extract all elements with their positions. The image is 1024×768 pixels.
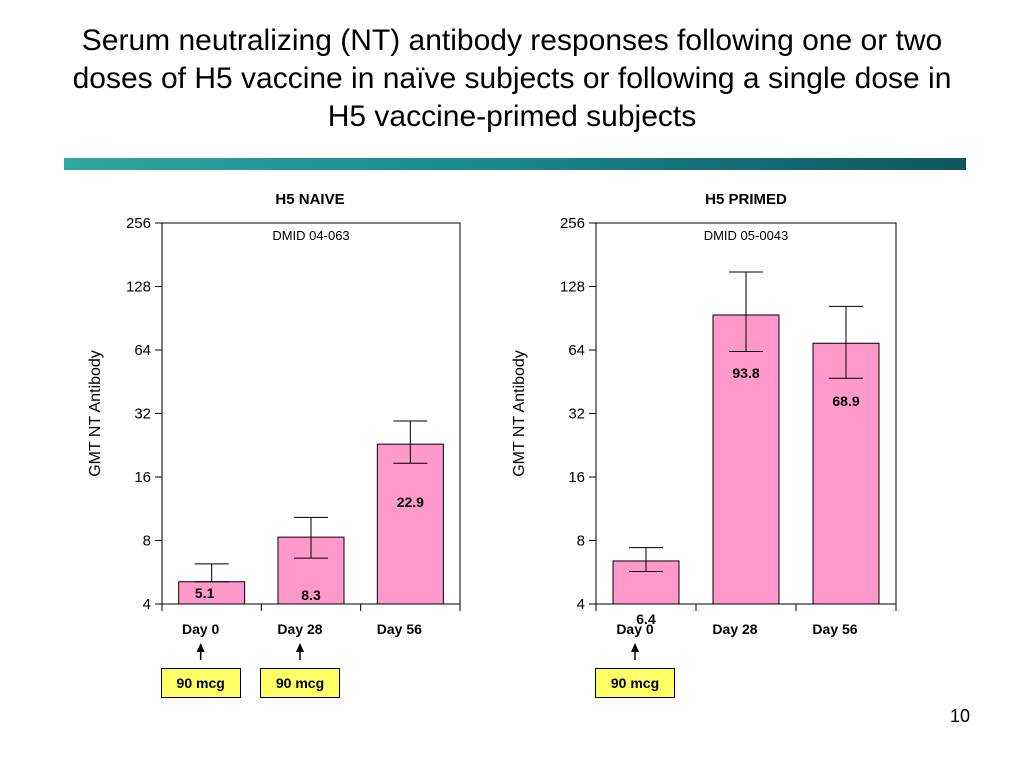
chart-2-x-tick-label: Day 28 <box>712 621 757 637</box>
chart-2-y-tick-label: 8 <box>577 533 585 550</box>
chart-1-y-tick-label: 256 <box>126 215 151 232</box>
title-divider <box>64 158 966 170</box>
title-line-1: Serum neutralizing (NT) antibody respons… <box>81 24 943 57</box>
chart-1-data-label: 8.3 <box>301 587 321 603</box>
chart-1-x-tick-label: Day 28 <box>277 621 322 637</box>
chart-1-title: H5 NAIVE <box>275 191 344 208</box>
chart-2-y-tick-label: 32 <box>568 406 585 423</box>
chart-2-bar <box>812 342 880 605</box>
chart-2-annotation: DMID 05-0043 <box>704 228 789 243</box>
chart-1-annotation: DMID 04-063 <box>272 228 349 243</box>
title-line-3: H5 vaccine-primed subjects <box>327 100 697 133</box>
chart-2-y-axis-label: GMT NT Antibody <box>511 350 528 477</box>
chart-2-dose-box: 90 mcg <box>595 668 675 698</box>
chart-1-y-axis-label: GMT NT Antibody <box>87 350 104 477</box>
chart-1-dose-arrow-head <box>196 643 205 652</box>
chart-1-data-label: 22.9 <box>397 494 424 510</box>
chart-1-y-tick-label: 16 <box>134 469 151 486</box>
slide-number: 10 <box>949 706 970 726</box>
chart-2-x-tick-label: Day 56 <box>812 621 857 637</box>
chart-2-data-label: 68.9 <box>832 393 859 409</box>
chart-1-y-tick-label: 128 <box>126 279 151 296</box>
chart-1-dose-box: 90 mcg <box>160 668 241 698</box>
chart-2-data-label: 93.8 <box>732 365 759 381</box>
chart-2-dose-arrow-head <box>631 643 639 652</box>
title-line-2: doses of H5 vaccine in naïve subjects or… <box>72 62 952 95</box>
chart-1-y-tick-label: 64 <box>134 342 151 359</box>
chart-2-bar <box>712 314 780 605</box>
chart-1-y-tick-label: 8 <box>143 533 151 550</box>
chart-2-y-tick-label: 128 <box>560 279 585 296</box>
chart-2-y-tick-label: 256 <box>560 215 585 232</box>
chart-2-title: H5 PRIMED <box>705 191 787 208</box>
chart-1-bar <box>376 443 444 605</box>
chart-1-x-tick-label: Day 0 <box>182 621 220 637</box>
chart-1-dose-box: 90 mcg <box>260 668 340 698</box>
chart-2-y-tick-label: 4 <box>577 596 585 613</box>
chart-2-y-tick-label: 64 <box>568 342 585 359</box>
chart-1-y-tick-label: 4 <box>143 596 151 613</box>
chart-1-x-tick-label: Day 56 <box>377 621 422 637</box>
chart-1-y-tick-label: 32 <box>134 406 151 423</box>
chart-2-data-label: 6.4 <box>636 611 656 627</box>
chart-2-y-tick-label: 16 <box>568 469 585 486</box>
chart-1-dose-arrow-head <box>296 643 304 652</box>
chart-2-x-tick-label: Day 0 <box>616 621 654 637</box>
slide-title: Serum neutralizing (NT) antibody respons… <box>0 22 1024 136</box>
chart-1-data-label: 5.1 <box>195 585 215 601</box>
